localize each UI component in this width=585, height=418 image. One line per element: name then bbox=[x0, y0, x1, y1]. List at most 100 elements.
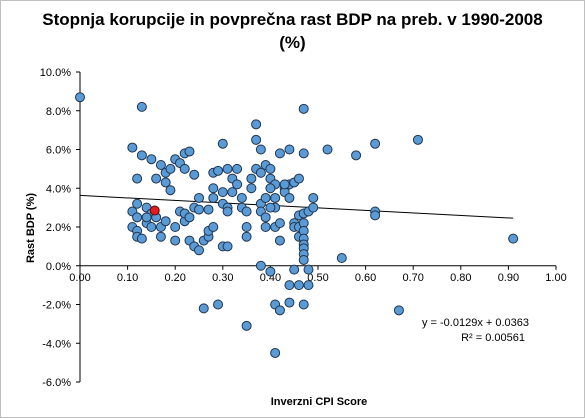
data-point bbox=[265, 202, 276, 213]
data-point bbox=[370, 210, 381, 221]
data-point bbox=[146, 154, 157, 165]
y-tick-label: -4.0% bbox=[42, 338, 71, 350]
data-point bbox=[160, 216, 171, 227]
data-point bbox=[322, 144, 333, 155]
data-point bbox=[241, 231, 252, 242]
data-point bbox=[203, 204, 214, 215]
data-point bbox=[146, 222, 157, 232]
data-point bbox=[222, 163, 233, 174]
data-point bbox=[241, 222, 252, 232]
data-point bbox=[241, 206, 252, 217]
trendline bbox=[79, 194, 514, 219]
data-point bbox=[127, 142, 138, 153]
data-point bbox=[270, 347, 281, 358]
x-tick-label: 1.00 bbox=[545, 272, 566, 284]
data-point bbox=[274, 305, 285, 316]
data-point bbox=[194, 192, 204, 203]
data-point bbox=[136, 101, 147, 112]
data-point bbox=[184, 212, 195, 223]
x-tick-label: 0.60 bbox=[355, 272, 376, 284]
x-tick-label: 0.80 bbox=[450, 272, 471, 284]
y-tick-label: 2.0% bbox=[46, 222, 71, 234]
x-axis-ticks: 0.00 0.10 0.20 0.30 0.40 0.50 0.60 0.70 0.80 0.90… bbox=[69, 265, 567, 284]
data-point bbox=[298, 254, 309, 265]
data-point bbox=[508, 233, 519, 244]
data-point bbox=[241, 320, 252, 331]
data-point bbox=[284, 192, 295, 203]
data-point bbox=[255, 260, 266, 271]
data-point bbox=[194, 204, 204, 215]
data-point bbox=[194, 245, 204, 256]
y-tick-label: -2.0% bbox=[42, 300, 71, 312]
data-point bbox=[265, 163, 276, 174]
data-point bbox=[132, 198, 143, 209]
data-point bbox=[293, 173, 304, 184]
x-axis-title: Inverzni CPI Score bbox=[271, 396, 368, 408]
data-point bbox=[136, 150, 147, 161]
highlighted-data-point bbox=[149, 205, 160, 216]
data-point bbox=[265, 183, 276, 194]
data-point bbox=[217, 187, 228, 198]
data-point bbox=[308, 202, 319, 213]
data-point bbox=[370, 138, 381, 149]
data-point bbox=[270, 192, 281, 203]
data-point bbox=[208, 222, 219, 232]
data-point bbox=[198, 303, 209, 314]
chart-title-line-1: Stopnja korupcije in povprečna rast BDP … bbox=[42, 10, 542, 29]
data-point bbox=[141, 212, 152, 223]
x-tick-label: 0.40 bbox=[260, 272, 281, 284]
data-point bbox=[284, 280, 295, 291]
y-tick-label: 8.0% bbox=[46, 106, 71, 118]
data-point bbox=[308, 192, 319, 203]
y-tick-label: 6.0% bbox=[46, 145, 71, 157]
data-point bbox=[298, 148, 309, 159]
data-point bbox=[184, 146, 195, 157]
data-point bbox=[284, 144, 295, 155]
y-tick-label: 10.0% bbox=[40, 67, 71, 79]
data-point bbox=[255, 167, 266, 178]
data-point bbox=[179, 163, 190, 174]
data-point bbox=[274, 235, 285, 246]
data-point bbox=[222, 206, 233, 217]
x-tick-label: 0.00 bbox=[69, 272, 90, 284]
data-point bbox=[260, 212, 271, 223]
data-point bbox=[132, 212, 143, 223]
y-tick-label: 4.0% bbox=[46, 183, 71, 195]
data-point bbox=[274, 148, 285, 159]
data-point bbox=[232, 179, 243, 190]
data-point bbox=[227, 187, 238, 198]
x-tick-label: 0.30 bbox=[212, 272, 233, 284]
data-point bbox=[236, 192, 247, 203]
data-point bbox=[155, 231, 166, 242]
data-point bbox=[336, 253, 347, 263]
data-point bbox=[151, 173, 162, 184]
data-point bbox=[232, 163, 243, 174]
data-points bbox=[75, 92, 519, 358]
r-squared-label: R² = 0.00561 bbox=[461, 332, 525, 344]
y-tick-label: 0.0% bbox=[46, 261, 71, 273]
x-tick-label: 0.10 bbox=[117, 272, 138, 284]
x-tick-label: 0.50 bbox=[307, 272, 328, 284]
y-tick-label: -6.0% bbox=[42, 377, 71, 389]
data-point bbox=[303, 264, 314, 275]
data-point bbox=[255, 144, 266, 155]
data-point bbox=[412, 134, 423, 145]
data-point bbox=[284, 297, 295, 308]
data-point bbox=[208, 192, 219, 203]
y-axis-title: Rast BDP (%) bbox=[25, 193, 37, 263]
data-point bbox=[155, 160, 166, 170]
data-point bbox=[132, 173, 143, 184]
data-point bbox=[170, 222, 181, 232]
data-point bbox=[213, 165, 224, 176]
data-point bbox=[251, 134, 262, 145]
data-point bbox=[165, 163, 176, 174]
data-point bbox=[303, 280, 314, 291]
data-point bbox=[213, 299, 224, 310]
data-point bbox=[170, 235, 181, 246]
chart-title-line-2: (%) bbox=[279, 33, 305, 52]
data-point bbox=[246, 173, 257, 184]
x-tick-label: 0.70 bbox=[402, 272, 423, 284]
data-point bbox=[136, 233, 147, 244]
